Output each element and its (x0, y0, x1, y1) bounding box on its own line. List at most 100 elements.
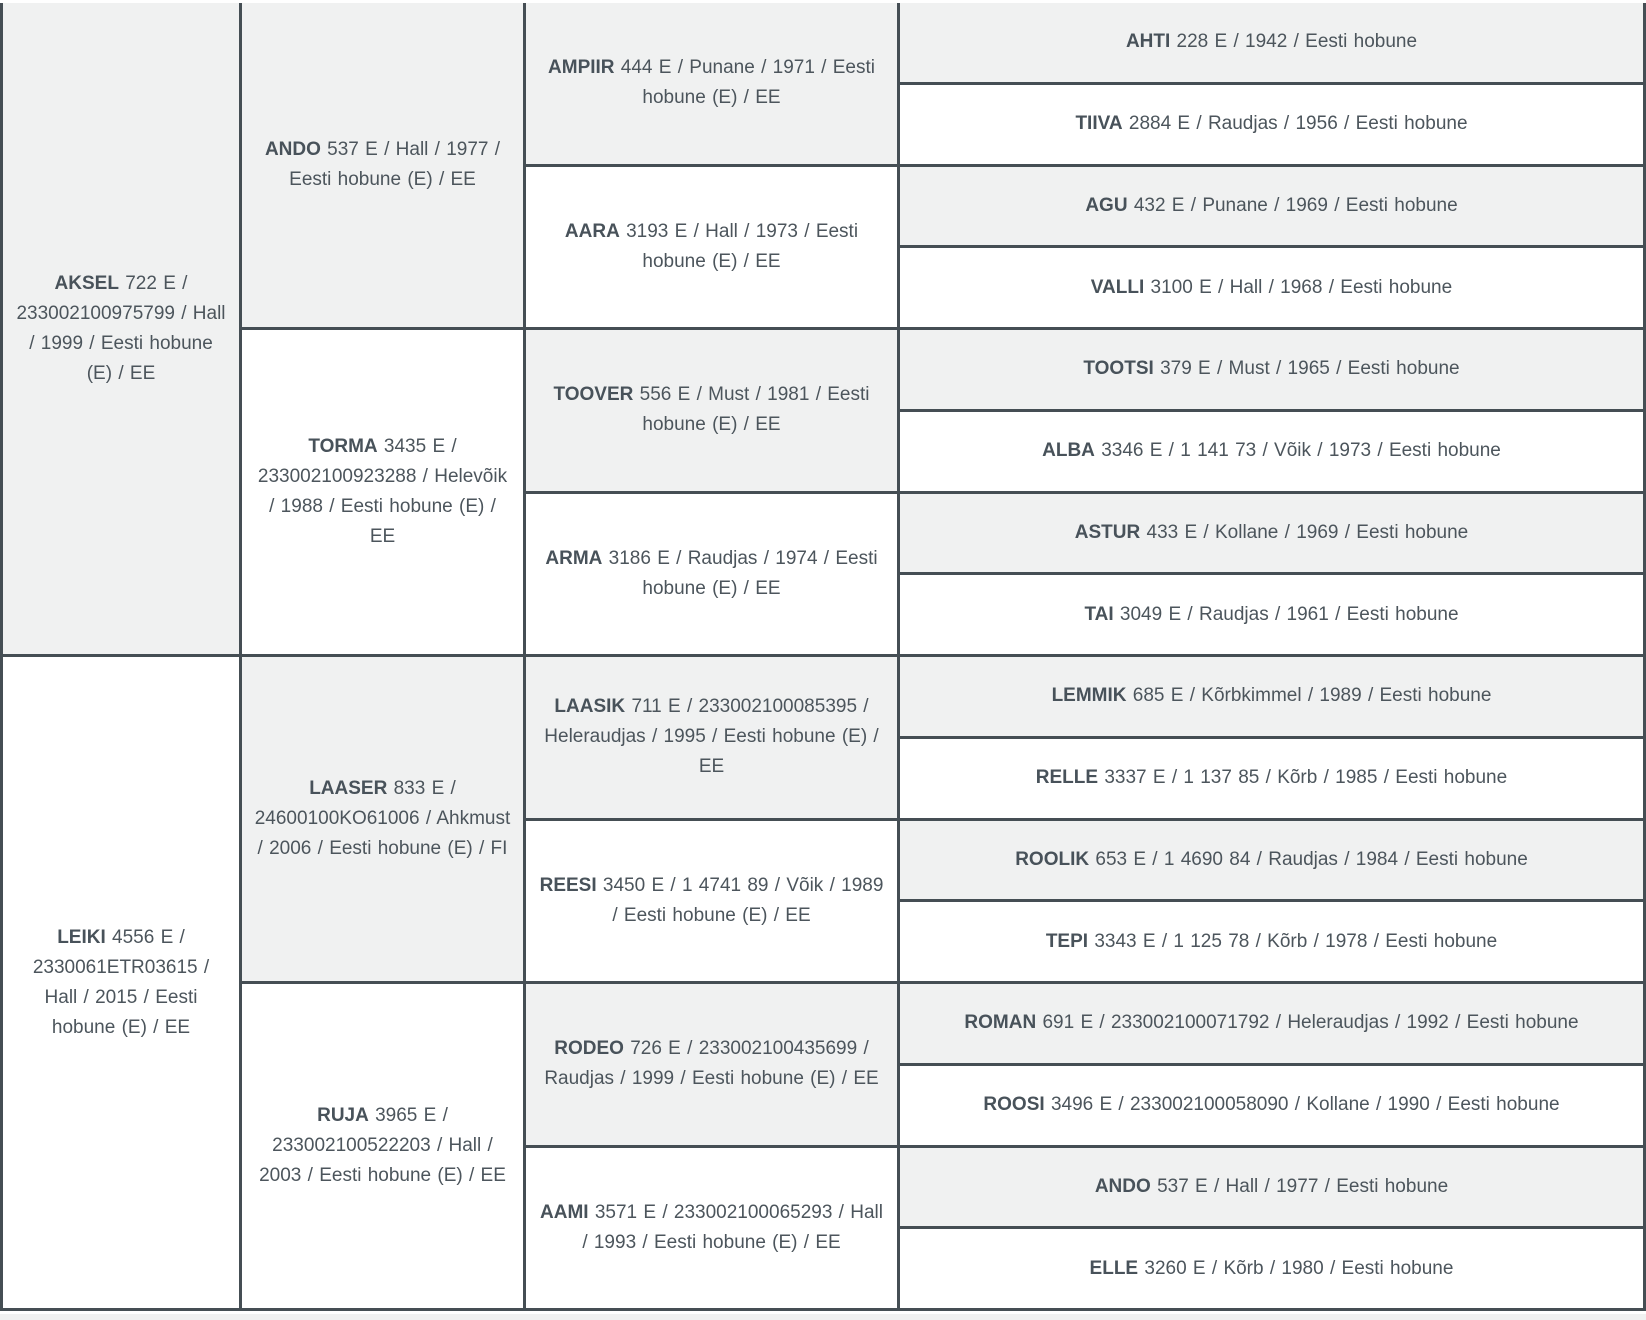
horse-info: ALBA 3346 E / 1 141 73 / Võik / 1973 / E… (1042, 436, 1501, 466)
horse-info: AGU 432 E / Punane / 1969 / Eesti hobune (1085, 191, 1457, 221)
horse-details: 228 E / 1942 / Eesti hobune (1176, 31, 1418, 53)
horse-info: ELLE 3260 E / Kõrb / 1980 / Eesti hobune (1090, 1254, 1454, 1284)
pedigree-cell: LEMMIK 685 E / Kõrbkimmel / 1989 / Eesti… (900, 657, 1643, 736)
pedigree-cell: RUJA 3965 E / 233002100522203 / Hall / 2… (242, 984, 523, 1308)
horse-info: AMPIIR 444 E / Punane / 1971 / Eesti hob… (538, 53, 885, 113)
horse-info: RELLE 3337 E / 1 137 85 / Kõrb / 1985 / … (1036, 763, 1507, 793)
horse-info: REESI 3450 E / 1 4741 89 / Võik / 1989 /… (538, 871, 885, 931)
horse-name: ALBA (1042, 440, 1095, 462)
horse-info: TAI 3049 E / Raudjas / 1961 / Eesti hobu… (1084, 600, 1458, 630)
pedigree-grid: AKSEL 722 E / 233002100975799 / Hall / 1… (0, 3, 1646, 1311)
pedigree-cell: ASTUR 433 E / Kollane / 1969 / Eesti hob… (900, 493, 1643, 573)
horse-name: ARMA (545, 547, 603, 569)
horse-details: 3435 E / 233002100923288 / Helevõik / 19… (257, 436, 508, 547)
horse-name: TORMA (308, 436, 378, 457)
horse-details: 433 E / Kollane / 1969 / Eesti hobune (1146, 521, 1469, 543)
pedigree-cell: ROMAN 691 E / 233002100071792 / Heleraud… (900, 984, 1643, 1063)
horse-details: 653 E / 1 4690 84 / Raudjas / 1984 / Ees… (1095, 848, 1528, 870)
horse-details: 537 E / Hall / 1977 / Eesti hobune (E) /… (289, 139, 501, 190)
horse-details: 432 E / Punane / 1969 / Eesti hobune (1133, 194, 1458, 216)
horse-name: RODEO (554, 1038, 624, 1060)
pedigree-cell: TAI 3049 E / Raudjas / 1961 / Eesti hobu… (900, 575, 1643, 654)
horse-name: AGU (1085, 194, 1128, 216)
horse-name: ELLE (1089, 1257, 1139, 1279)
horse-details: 3337 E / 1 137 85 / Kõrb / 1985 / Eesti … (1104, 767, 1508, 789)
horse-details: 3260 E / Kõrb / 1980 / Eesti hobune (1144, 1257, 1454, 1279)
horse-details: 722 E / 233002100975799 / Hall / 1999 / … (16, 272, 226, 384)
pedigree-cell: AARA 3193 E / Hall / 1973 / Eesti hobune… (526, 166, 897, 327)
horse-info: ANDO 537 E / Hall / 1977 / Eesti hobune (1095, 1172, 1448, 1202)
horse-name: TOOTSI (1083, 358, 1154, 380)
horse-name: AAMI (540, 1201, 589, 1223)
horse-info: TORMA 3435 E / 233002100923288 / Helevõi… (254, 432, 511, 552)
horse-info: LEIKI 4556 E / 2330061ETR03615 / Hall / … (15, 923, 227, 1043)
pedigree-cell: TOOTSI 379 E / Must / 1965 / Eesti hobun… (900, 330, 1643, 409)
horse-info: ROOSI 3496 E / 233002100058090 / Kollane… (983, 1090, 1559, 1120)
pedigree-cell: ANDO 537 E / Hall / 1977 / Eesti hobune … (242, 3, 523, 327)
horse-name: RUJA (317, 1105, 369, 1126)
horse-name: ASTUR (1074, 521, 1141, 543)
horse-name: ROOSI (983, 1094, 1045, 1116)
horse-details: 444 E / Punane / 1971 / Eesti hobune (E)… (620, 57, 875, 109)
horse-info: TOOTSI 379 E / Must / 1965 / Eesti hobun… (1083, 354, 1459, 384)
horse-info: AAMI 3571 E / 233002100065293 / Hall / 1… (538, 1198, 885, 1258)
horse-details: 556 E / Must / 1981 / Eesti hobune (E) /… (639, 384, 870, 436)
horse-details: 3049 E / Raudjas / 1961 / Eesti hobune (1119, 603, 1459, 625)
horse-details: 537 E / Hall / 1977 / Eesti hobune (1157, 1175, 1449, 1197)
horse-info: RUJA 3965 E / 233002100522203 / Hall / 2… (254, 1101, 511, 1191)
pedigree-cell: RODEO 726 E / 233002100435699 / Raudjas … (526, 984, 897, 1145)
horse-name: ANDO (1094, 1175, 1151, 1197)
horse-info: ANDO 537 E / Hall / 1977 / Eesti hobune … (254, 135, 511, 195)
pedigree-cell: ROOSI 3496 E / 233002100058090 / Kollane… (900, 1065, 1643, 1145)
horse-info: AKSEL 722 E / 233002100975799 / Hall / 1… (15, 269, 227, 389)
horse-info: LEMMIK 685 E / Kõrbkimmel / 1989 / Eesti… (1052, 681, 1492, 711)
horse-info: LAASER 833 E / 24600100KO61006 / Ahkmust… (254, 774, 511, 864)
pedigree-cell: ANDO 537 E / Hall / 1977 / Eesti hobune (900, 1147, 1643, 1227)
pedigree-cell: AKSEL 722 E / 233002100975799 / Hall / 1… (3, 3, 239, 654)
pedigree-cell: TORMA 3435 E / 233002100923288 / Helevõi… (242, 330, 523, 654)
horse-info: RODEO 726 E / 233002100435699 / Raudjas … (538, 1034, 885, 1094)
pedigree-cell: RELLE 3337 E / 1 137 85 / Kõrb / 1985 / … (900, 738, 1643, 818)
horse-details: 4556 E / 2330061ETR03615 / Hall / 2015 /… (32, 926, 210, 1038)
horse-name: TAI (1084, 603, 1114, 625)
pedigree-cell: TOOVER 556 E / Must / 1981 / Eesti hobun… (526, 330, 897, 491)
horse-name: TOOVER (553, 384, 634, 406)
pedigree-cell: TEPI 3343 E / 1 125 78 / Kõrb / 1978 / E… (900, 902, 1643, 981)
pedigree-cell: VALLI 3100 E / Hall / 1968 / Eesti hobun… (900, 248, 1643, 327)
horse-name: AARA (564, 220, 620, 242)
horse-name: TEPI (1045, 930, 1089, 952)
horse-details: 3193 E / Hall / 1973 / Eesti hobune (E) … (626, 220, 859, 272)
pedigree-cell: ROOLIK 653 E / 1 4690 84 / Raudjas / 198… (900, 820, 1643, 900)
horse-info: AHTI 228 E / 1942 / Eesti hobune (1126, 27, 1417, 57)
next-table-row-partial (0, 1314, 1646, 1320)
pedigree-cell: LAASER 833 E / 24600100KO61006 / Ahkmust… (242, 657, 523, 981)
horse-name: LEMMIK (1051, 685, 1127, 707)
horse-info: TOOVER 556 E / Must / 1981 / Eesti hobun… (538, 380, 885, 440)
horse-details: 3346 E / 1 141 73 / Võik / 1973 / Eesti … (1101, 440, 1501, 462)
horse-details: 3496 E / 233002100058090 / Kollane / 199… (1050, 1094, 1560, 1116)
horse-name: VALLI (1090, 276, 1145, 298)
pedigree-cell: AHTI 228 E / 1942 / Eesti hobune (900, 3, 1643, 82)
horse-info: VALLI 3100 E / Hall / 1968 / Eesti hobun… (1091, 273, 1452, 303)
pedigree-cell: AAMI 3571 E / 233002100065293 / Hall / 1… (526, 1147, 897, 1308)
horse-details: 3571 E / 233002100065293 / Hall / 1993 /… (582, 1201, 883, 1253)
horse-info: LAASIK 711 E / 233002100085395 / Helerau… (538, 692, 885, 782)
horse-info: AARA 3193 E / Hall / 1973 / Eesti hobune… (538, 217, 885, 277)
horse-details: 685 E / Kõrbkimmel / 1989 / Eesti hobune (1132, 685, 1492, 707)
horse-name: LAASER (309, 778, 388, 799)
horse-details: 379 E / Must / 1965 / Eesti hobune (1160, 358, 1460, 380)
horse-name: RELLE (1035, 767, 1099, 789)
pedigree-cell: ARMA 3186 E / Raudjas / 1974 / Eesti hob… (526, 493, 897, 654)
horse-details: 691 E / 233002100071792 / Heleraudjas / … (1042, 1012, 1579, 1034)
pedigree-cell: LEIKI 4556 E / 2330061ETR03615 / Hall / … (3, 657, 239, 1308)
horse-name: ANDO (264, 139, 321, 160)
pedigree-cell: REESI 3450 E / 1 4741 89 / Võik / 1989 /… (526, 820, 897, 981)
horse-details: 2884 E / Raudjas / 1956 / Eesti hobune (1128, 113, 1468, 135)
horse-name: TIIVA (1075, 113, 1123, 135)
horse-name: ROOLIK (1015, 848, 1090, 870)
horse-details: 3186 E / Raudjas / 1974 / Eesti hobune (… (608, 547, 878, 599)
pedigree-cell: AGU 432 E / Punane / 1969 / Eesti hobune (900, 166, 1643, 246)
pedigree-cell: ALBA 3346 E / 1 141 73 / Võik / 1973 / E… (900, 411, 1643, 491)
horse-name: AMPIIR (548, 57, 615, 79)
